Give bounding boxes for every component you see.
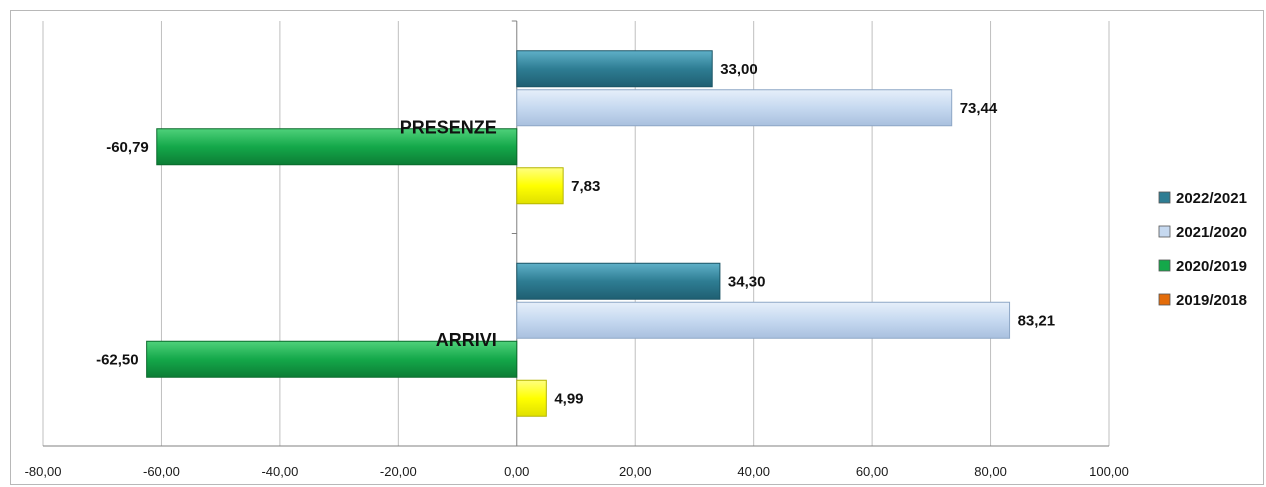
bar-2021-2020-presenze [516,89,953,127]
legend: 2022/2021 2021/2020 2020/2019 2019/2018 [1158,190,1247,309]
legend-swatch [1158,293,1171,306]
x-tick-label: -80,00 [25,464,62,479]
x-tick-label: 60,00 [856,464,889,479]
bar-2020-2019-presenze [156,128,518,166]
data-label: 33,00 [720,61,758,78]
x-tick-label: -40,00 [261,464,298,479]
data-label: 7,83 [571,178,600,195]
x-axis-ticks: -80,00 -60,00 -40,00 -20,00 0,00 20,00 40,00 60… [25,464,1129,479]
data-label: -62,50 [96,351,139,368]
category-labels: PRESENZE ARRIVI [400,117,497,350]
bars [146,50,1011,417]
x-tick-label: -20,00 [380,464,417,479]
bar-2020-2019-arrivi [146,340,518,378]
data-label: 4,99 [554,390,583,407]
data-label: 83,21 [1018,312,1056,329]
category-label: ARRIVI [436,330,497,350]
legend-label: 2021/2020 [1176,224,1247,241]
legend-label: 2022/2021 [1176,190,1247,207]
category-label: PRESENZE [400,117,497,137]
legend-label: 2019/2018 [1176,292,1247,309]
bar-chart: 33,00 73,44 -60,79 7,83 34,30 83,21 -62,50 4,99… [25,20,1247,479]
legend-label: 2020/2019 [1176,258,1247,275]
legend-swatch [1158,225,1171,238]
bar-2019-2018-presenze [516,167,564,205]
data-labels: 33,00 73,44 -60,79 7,83 34,30 83,21 -62,50 4,99 [96,61,1055,408]
x-tick-label: 80,00 [974,464,1007,479]
x-tick-label: -60,00 [143,464,180,479]
x-tick-label: 100,00 [1089,464,1129,479]
x-tick-label: 0,00 [504,464,529,479]
bar-2022-2021-presenze [516,50,713,88]
data-label: 73,44 [960,100,998,117]
legend-swatch [1158,259,1171,272]
data-label: -60,79 [106,139,149,156]
data-label: 34,30 [728,273,766,290]
bar-2019-2018-arrivi [516,379,547,417]
bar-2022-2021-arrivi [516,262,721,300]
chart-frame: 33,00 73,44 -60,79 7,83 34,30 83,21 -62,50 4,99… [10,10,1264,485]
x-tick-label: 40,00 [737,464,770,479]
bar-2021-2020-arrivi [516,301,1011,339]
x-tick-label: 20,00 [619,464,652,479]
legend-swatch [1158,191,1171,204]
